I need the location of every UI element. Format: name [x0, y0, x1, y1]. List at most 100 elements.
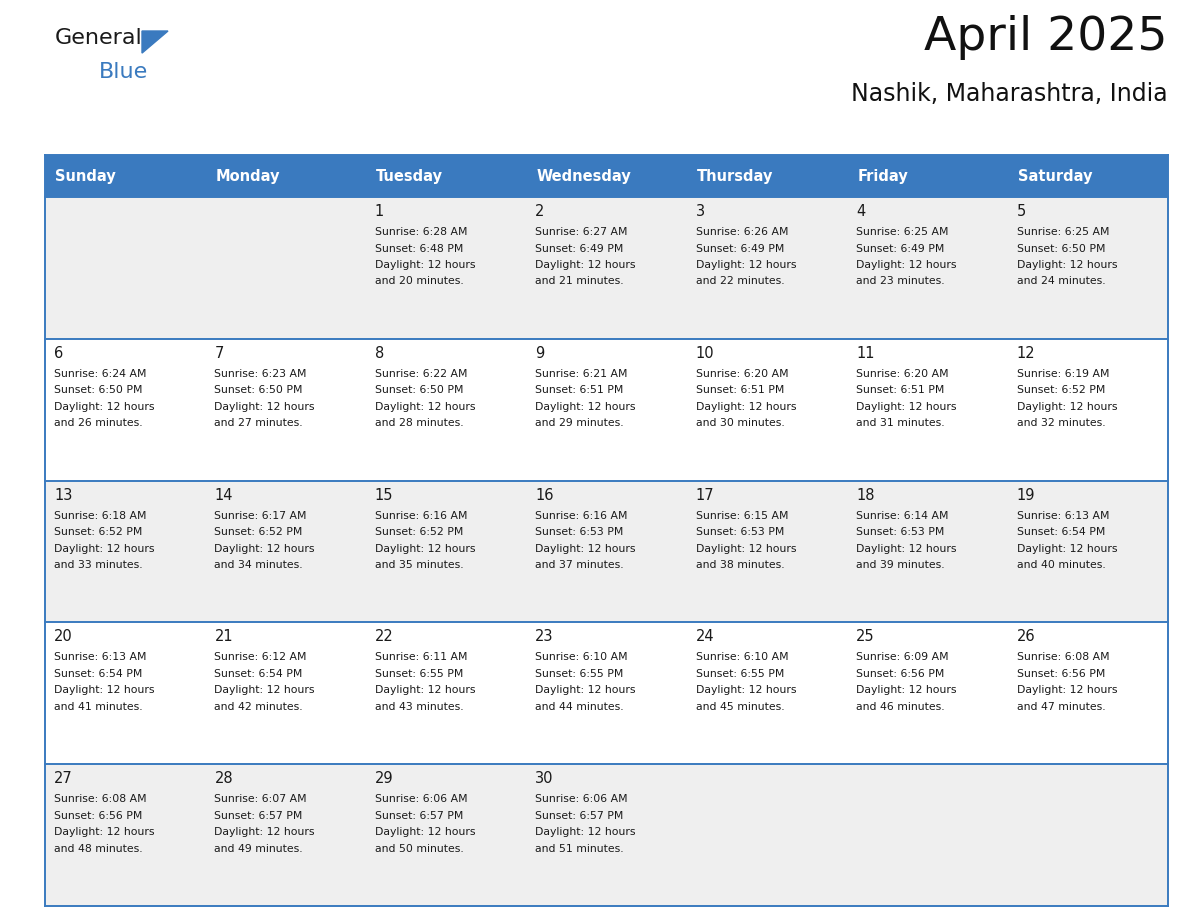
- Text: Sunset: 6:57 PM: Sunset: 6:57 PM: [214, 811, 303, 821]
- Text: Sunset: 6:54 PM: Sunset: 6:54 PM: [53, 669, 143, 679]
- Text: Daylight: 12 hours: Daylight: 12 hours: [375, 260, 475, 270]
- Text: Sunrise: 6:16 AM: Sunrise: 6:16 AM: [536, 510, 627, 521]
- Text: Sunset: 6:55 PM: Sunset: 6:55 PM: [536, 669, 624, 679]
- Text: and 28 minutes.: and 28 minutes.: [375, 419, 463, 429]
- Text: 8: 8: [375, 346, 384, 361]
- Text: Daylight: 12 hours: Daylight: 12 hours: [857, 402, 956, 412]
- Text: Daylight: 12 hours: Daylight: 12 hours: [375, 686, 475, 696]
- Text: Blue: Blue: [99, 62, 148, 82]
- Text: Sunset: 6:50 PM: Sunset: 6:50 PM: [375, 386, 463, 396]
- Text: Sunrise: 6:08 AM: Sunrise: 6:08 AM: [1017, 653, 1110, 663]
- Text: and 39 minutes.: and 39 minutes.: [857, 560, 944, 570]
- Text: Sunset: 6:52 PM: Sunset: 6:52 PM: [53, 527, 143, 537]
- Text: and 42 minutes.: and 42 minutes.: [214, 702, 303, 711]
- Text: Sunset: 6:50 PM: Sunset: 6:50 PM: [214, 386, 303, 396]
- Text: Sunrise: 6:22 AM: Sunrise: 6:22 AM: [375, 369, 467, 379]
- Text: April 2025: April 2025: [924, 15, 1168, 60]
- Text: Sunrise: 6:28 AM: Sunrise: 6:28 AM: [375, 227, 467, 237]
- Text: 11: 11: [857, 346, 874, 361]
- Text: Daylight: 12 hours: Daylight: 12 hours: [214, 543, 315, 554]
- Text: Daylight: 12 hours: Daylight: 12 hours: [696, 260, 796, 270]
- Text: Sunrise: 6:11 AM: Sunrise: 6:11 AM: [375, 653, 467, 663]
- Bar: [45, 764, 1168, 906]
- Text: Sunset: 6:53 PM: Sunset: 6:53 PM: [696, 527, 784, 537]
- Text: Daylight: 12 hours: Daylight: 12 hours: [1017, 543, 1117, 554]
- Text: Sunrise: 6:25 AM: Sunrise: 6:25 AM: [1017, 227, 1110, 237]
- Text: Saturday: Saturday: [1018, 169, 1092, 184]
- Text: and 21 minutes.: and 21 minutes.: [536, 276, 624, 286]
- Text: Friday: Friday: [858, 169, 908, 184]
- Text: and 48 minutes.: and 48 minutes.: [53, 844, 143, 854]
- Text: and 49 minutes.: and 49 minutes.: [214, 844, 303, 854]
- Text: Sunrise: 6:17 AM: Sunrise: 6:17 AM: [214, 510, 307, 521]
- Text: and 20 minutes.: and 20 minutes.: [375, 276, 463, 286]
- Text: Sunset: 6:52 PM: Sunset: 6:52 PM: [375, 527, 463, 537]
- Text: 3: 3: [696, 204, 704, 219]
- Text: Sunset: 6:51 PM: Sunset: 6:51 PM: [536, 386, 624, 396]
- Text: Sunrise: 6:10 AM: Sunrise: 6:10 AM: [696, 653, 789, 663]
- Text: Daylight: 12 hours: Daylight: 12 hours: [214, 827, 315, 837]
- Text: and 41 minutes.: and 41 minutes.: [53, 702, 143, 711]
- Text: 9: 9: [536, 346, 544, 361]
- Text: Sunset: 6:50 PM: Sunset: 6:50 PM: [1017, 243, 1105, 253]
- Text: 5: 5: [1017, 204, 1025, 219]
- Text: and 44 minutes.: and 44 minutes.: [536, 702, 624, 711]
- Text: and 33 minutes.: and 33 minutes.: [53, 560, 143, 570]
- Text: 24: 24: [696, 630, 714, 644]
- Text: and 46 minutes.: and 46 minutes.: [857, 702, 944, 711]
- Text: 20: 20: [53, 630, 72, 644]
- Text: 13: 13: [53, 487, 72, 502]
- Text: and 30 minutes.: and 30 minutes.: [696, 419, 784, 429]
- Text: Daylight: 12 hours: Daylight: 12 hours: [536, 402, 636, 412]
- Text: Sunrise: 6:07 AM: Sunrise: 6:07 AM: [214, 794, 307, 804]
- Text: Sunset: 6:51 PM: Sunset: 6:51 PM: [857, 386, 944, 396]
- Text: Sunrise: 6:21 AM: Sunrise: 6:21 AM: [536, 369, 627, 379]
- Text: and 26 minutes.: and 26 minutes.: [53, 419, 143, 429]
- Text: 14: 14: [214, 487, 233, 502]
- Text: and 40 minutes.: and 40 minutes.: [1017, 560, 1105, 570]
- Text: 22: 22: [375, 630, 393, 644]
- Text: 29: 29: [375, 771, 393, 786]
- Text: and 34 minutes.: and 34 minutes.: [214, 560, 303, 570]
- Text: Daylight: 12 hours: Daylight: 12 hours: [536, 543, 636, 554]
- Text: Sunset: 6:49 PM: Sunset: 6:49 PM: [696, 243, 784, 253]
- Text: Daylight: 12 hours: Daylight: 12 hours: [536, 827, 636, 837]
- Text: Daylight: 12 hours: Daylight: 12 hours: [536, 686, 636, 696]
- Text: Monday: Monday: [215, 169, 280, 184]
- Text: Sunrise: 6:06 AM: Sunrise: 6:06 AM: [536, 794, 628, 804]
- Text: Sunrise: 6:20 AM: Sunrise: 6:20 AM: [696, 369, 789, 379]
- Text: and 47 minutes.: and 47 minutes.: [1017, 702, 1105, 711]
- Text: Sunrise: 6:14 AM: Sunrise: 6:14 AM: [857, 510, 949, 521]
- Text: Daylight: 12 hours: Daylight: 12 hours: [857, 260, 956, 270]
- Text: Sunset: 6:55 PM: Sunset: 6:55 PM: [375, 669, 463, 679]
- Text: and 31 minutes.: and 31 minutes.: [857, 419, 944, 429]
- Text: Sunrise: 6:13 AM: Sunrise: 6:13 AM: [53, 653, 146, 663]
- Text: Daylight: 12 hours: Daylight: 12 hours: [536, 260, 636, 270]
- Text: Sunset: 6:57 PM: Sunset: 6:57 PM: [536, 811, 624, 821]
- Text: Sunset: 6:53 PM: Sunset: 6:53 PM: [536, 527, 624, 537]
- Text: 27: 27: [53, 771, 72, 786]
- Text: Daylight: 12 hours: Daylight: 12 hours: [375, 827, 475, 837]
- Text: Sunset: 6:56 PM: Sunset: 6:56 PM: [857, 669, 944, 679]
- Text: and 23 minutes.: and 23 minutes.: [857, 276, 944, 286]
- Text: 26: 26: [1017, 630, 1035, 644]
- Text: Sunrise: 6:08 AM: Sunrise: 6:08 AM: [53, 794, 146, 804]
- Text: 7: 7: [214, 346, 223, 361]
- Text: Sunrise: 6:18 AM: Sunrise: 6:18 AM: [53, 510, 146, 521]
- Text: Sunset: 6:57 PM: Sunset: 6:57 PM: [375, 811, 463, 821]
- Text: Sunset: 6:53 PM: Sunset: 6:53 PM: [857, 527, 944, 537]
- Text: and 51 minutes.: and 51 minutes.: [536, 844, 624, 854]
- Text: Sunset: 6:50 PM: Sunset: 6:50 PM: [53, 386, 143, 396]
- Text: Sunset: 6:54 PM: Sunset: 6:54 PM: [1017, 527, 1105, 537]
- Text: Sunset: 6:48 PM: Sunset: 6:48 PM: [375, 243, 463, 253]
- Text: and 24 minutes.: and 24 minutes.: [1017, 276, 1105, 286]
- Text: Daylight: 12 hours: Daylight: 12 hours: [1017, 402, 1117, 412]
- Text: 15: 15: [375, 487, 393, 502]
- Text: Wednesday: Wednesday: [536, 169, 631, 184]
- Bar: [45, 481, 1168, 622]
- Text: and 37 minutes.: and 37 minutes.: [536, 560, 624, 570]
- Text: Daylight: 12 hours: Daylight: 12 hours: [696, 543, 796, 554]
- Text: Sunrise: 6:06 AM: Sunrise: 6:06 AM: [375, 794, 468, 804]
- Text: Sunset: 6:52 PM: Sunset: 6:52 PM: [214, 527, 303, 537]
- Bar: [45, 622, 1168, 764]
